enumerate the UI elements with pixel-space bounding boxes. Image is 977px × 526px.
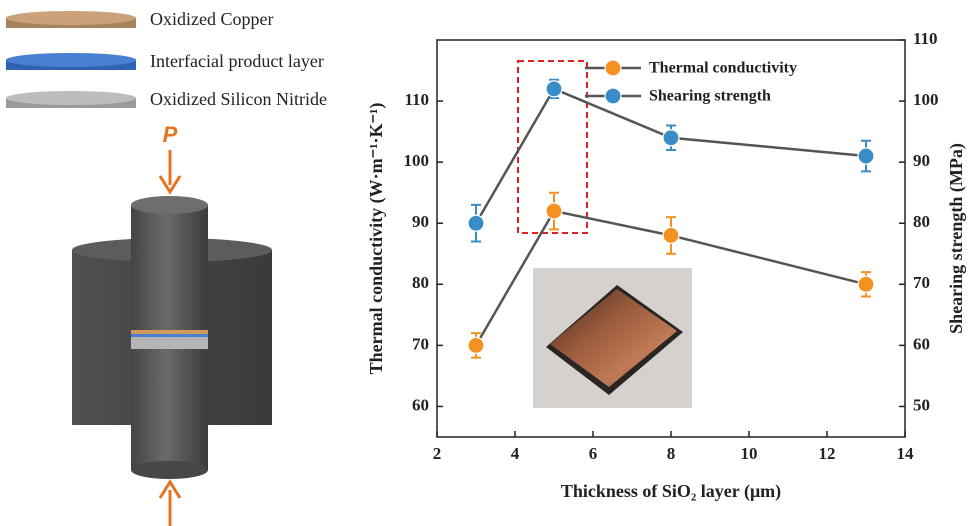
product-band [131,334,208,337]
layer-legend: Oxidized Copper Interfacial product laye… [6,9,327,109]
marker [858,276,874,292]
layer-label: Interfacial product layer [150,51,324,71]
force-label: P [163,122,178,147]
x-tick-label: 8 [667,444,676,463]
y-tick-label: 80 [412,273,429,292]
specimen: P [72,122,272,526]
y-tick-label: 90 [412,212,429,231]
x-tick-label: 2 [433,444,442,463]
y-tick-label: 60 [412,395,429,414]
y-tick-label: 100 [404,151,430,170]
rod-top [131,196,208,214]
marker [468,337,484,353]
marker [663,227,679,243]
legend-label: Thermal conductivity [649,60,797,77]
copper-band [131,330,208,334]
x-tick-label: 4 [511,444,520,463]
series-line [476,89,866,223]
marker [663,130,679,146]
y-axis-label: Thermal conductivity (W·m⁻¹·K⁻¹) [366,103,387,375]
legend-marker [605,60,621,76]
product-disc [6,53,136,67]
marker [546,81,562,97]
y2-tick-label: 110 [913,29,938,48]
y2-axis-label: Shearing strength (MPa) [946,143,967,334]
y2-tick-label: 60 [913,334,930,353]
x-tick-label: 6 [589,444,598,463]
y2-tick-label: 50 [913,395,930,414]
legend-marker [605,88,621,104]
x-tick-label: 12 [819,444,836,463]
copper-disc [6,11,136,25]
y2-tick-label: 70 [913,273,930,292]
marker [858,148,874,164]
x-tick-label: 14 [897,444,915,463]
marker [546,203,562,219]
y-tick-label: 110 [404,90,429,109]
y2-tick-label: 90 [913,151,930,170]
nitride-disc [6,91,136,105]
chart: 2 4 6 8 10 12 14 60 70 80 90 100 110 50 60 70 80 90 100 110… [366,29,967,502]
rod-bottom [131,461,208,479]
x-tick-label: 10 [741,444,758,463]
y2-tick-label: 80 [913,212,930,231]
nitride-band [131,337,208,349]
force-arrow [160,482,180,526]
marker [468,215,484,231]
layer-label: Oxidized Copper [150,9,273,29]
x-axis-label: Thickness of SiO₂ layer (μm) [561,481,781,502]
layer-label: Oxidized Silicon Nitride [150,89,327,109]
y2-tick-label: 100 [913,90,939,109]
legend-label: Shearing strength [649,88,771,105]
figure: Oxidized Copper Interfacial product laye… [0,0,977,526]
force-arrow [160,150,180,192]
inset-photo [533,268,692,408]
y-tick-label: 70 [412,334,429,353]
